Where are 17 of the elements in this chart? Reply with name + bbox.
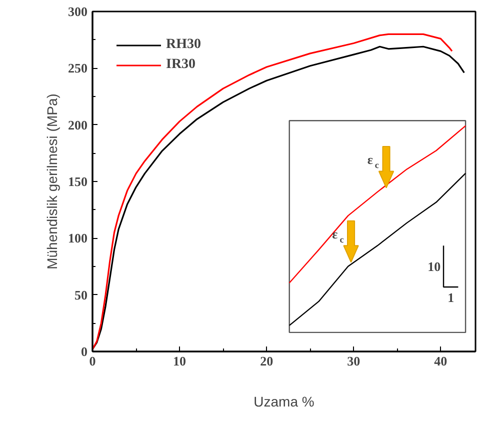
- x-tick-label: 40: [434, 354, 448, 368]
- annotation: 1: [448, 290, 454, 306]
- y-axis-title: Mühendislik gerilmesi (MPa): [44, 94, 60, 270]
- legend-label: RH30: [166, 37, 201, 53]
- y-tick-label: 200: [68, 117, 88, 132]
- y-tick-label: 50: [74, 287, 88, 302]
- annotation: 10: [428, 258, 441, 274]
- x-axis-title: Uzama %: [254, 394, 314, 410]
- y-tick-label: 300: [68, 4, 88, 19]
- y-tick-label: 0: [81, 344, 88, 359]
- x-tick-label: 10: [173, 354, 186, 368]
- x-tick-label: 20: [260, 354, 274, 368]
- y-tick-label: 250: [68, 60, 88, 76]
- x-tick-label: 30: [347, 354, 360, 368]
- legend-label: IR30: [166, 57, 196, 73]
- y-tick-label: 100: [68, 230, 88, 246]
- y-tick-label: 150: [68, 174, 88, 189]
